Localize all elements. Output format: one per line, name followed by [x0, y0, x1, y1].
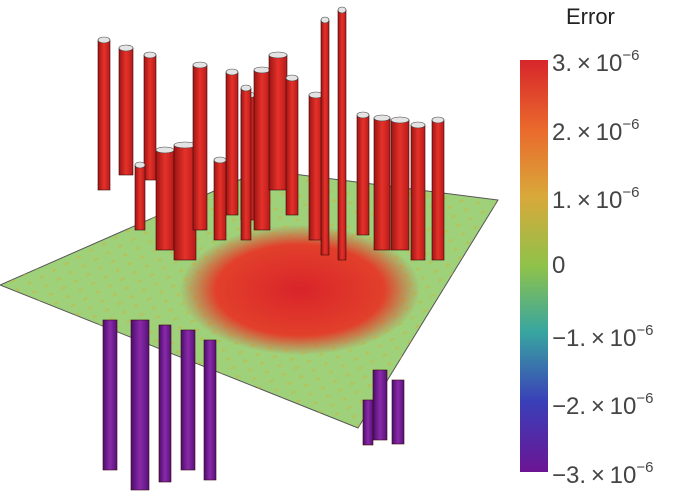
spike-cap — [225, 68, 239, 76]
color-bar-tick: −2. × 10−6 — [552, 390, 654, 421]
spike-cap — [410, 121, 426, 129]
spike — [143, 54, 157, 181]
color-bar-tick: −3. × 10−6 — [552, 459, 654, 489]
spike — [180, 329, 196, 471]
legend-title: Error — [566, 4, 615, 29]
spike — [285, 77, 299, 216]
spike-cap — [97, 36, 111, 44]
spike-cap — [373, 114, 391, 122]
spike — [155, 149, 175, 251]
spike-cap — [118, 44, 134, 52]
color-bar-tick: 1. × 10−6 — [552, 184, 640, 215]
spike — [213, 159, 227, 241]
spike — [173, 144, 197, 261]
spike — [391, 379, 405, 445]
spike-cap — [253, 66, 271, 74]
spike — [320, 19, 330, 256]
color-bar-tick: −1. × 10−6 — [552, 321, 654, 352]
spike — [102, 319, 118, 471]
negative-spikes — [102, 319, 405, 491]
spike-cap — [173, 141, 197, 149]
spike — [268, 54, 288, 191]
spike — [97, 39, 111, 191]
red-hot-region — [180, 225, 420, 355]
spike-cap — [431, 116, 445, 124]
spike — [373, 117, 391, 251]
spike — [253, 69, 271, 231]
spike — [158, 324, 172, 483]
spike — [225, 71, 239, 216]
spike — [337, 9, 347, 261]
plane-surface — [0, 169, 499, 429]
spike-cap — [134, 161, 146, 169]
spike-cap — [192, 61, 208, 69]
spike-cap — [285, 74, 299, 82]
spike-cap — [213, 156, 227, 164]
spike — [390, 119, 410, 251]
spike — [356, 114, 370, 236]
spike — [372, 369, 388, 441]
spike — [118, 47, 134, 176]
spike-cap — [320, 16, 330, 24]
spike — [431, 119, 445, 261]
spike — [362, 399, 374, 446]
spike — [240, 87, 252, 241]
spike-cap — [268, 51, 288, 59]
spike-cap — [337, 6, 347, 14]
color-bar-tick: 2. × 10−6 — [552, 115, 640, 146]
spike-cap — [390, 116, 410, 124]
spike — [134, 164, 146, 231]
spike-cap — [240, 84, 252, 92]
spike-cap — [143, 51, 157, 59]
spike — [192, 64, 208, 231]
spike-cap — [356, 111, 370, 119]
spike — [203, 339, 217, 481]
spike — [410, 124, 426, 261]
color-bar — [520, 60, 548, 472]
color-bar-tick: 3. × 10−6 — [552, 47, 640, 77]
spike — [130, 319, 150, 491]
positive-spikes — [97, 6, 445, 261]
spike-cap — [155, 146, 175, 154]
color-bar-tick: 0 — [552, 252, 566, 279]
